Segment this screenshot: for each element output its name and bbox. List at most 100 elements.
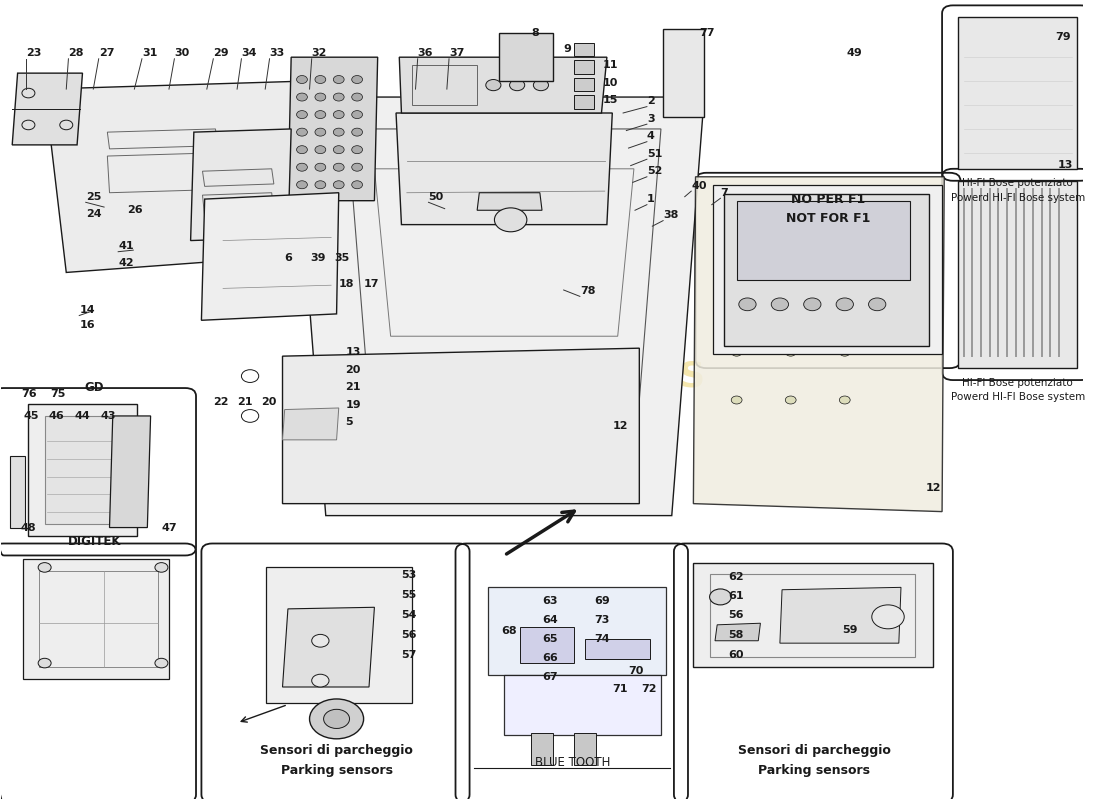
Text: 31: 31 [142, 48, 157, 58]
Polygon shape [396, 113, 613, 225]
Text: 74: 74 [594, 634, 609, 644]
Circle shape [315, 163, 326, 171]
Polygon shape [585, 639, 650, 659]
Text: 4: 4 [647, 131, 654, 141]
Text: 61: 61 [728, 591, 744, 601]
Text: Powerd HI-FI Bose system: Powerd HI-FI Bose system [950, 392, 1085, 402]
Circle shape [352, 163, 363, 171]
Text: 9: 9 [563, 44, 572, 54]
Text: Sensori di parcheggio: Sensori di parcheggio [738, 744, 891, 758]
Circle shape [297, 146, 307, 154]
Text: © ODIGITEK S
Parts
since 1984: © ODIGITEK S Parts since 1984 [422, 359, 705, 472]
Text: 14: 14 [79, 305, 95, 315]
Circle shape [155, 658, 168, 668]
Text: 17: 17 [364, 279, 380, 290]
Circle shape [771, 298, 789, 310]
Circle shape [872, 605, 904, 629]
Text: 23: 23 [26, 48, 42, 58]
Polygon shape [283, 408, 339, 440]
Text: Powerd HI-FI Bose system: Powerd HI-FI Bose system [950, 193, 1085, 202]
Circle shape [732, 396, 742, 404]
Text: 24: 24 [86, 210, 101, 219]
Polygon shape [29, 404, 136, 535]
Text: 15: 15 [603, 95, 618, 106]
Polygon shape [266, 567, 412, 703]
Circle shape [39, 562, 51, 572]
Text: 44: 44 [75, 411, 90, 421]
Polygon shape [283, 607, 374, 687]
Text: 19: 19 [345, 400, 361, 410]
Circle shape [297, 110, 307, 118]
Text: 41: 41 [118, 241, 134, 251]
Circle shape [297, 128, 307, 136]
Polygon shape [399, 57, 607, 113]
Text: 68: 68 [500, 626, 517, 636]
Polygon shape [23, 559, 169, 679]
Polygon shape [520, 627, 574, 663]
Text: 8: 8 [531, 28, 539, 38]
Circle shape [323, 710, 350, 729]
Circle shape [739, 298, 756, 310]
Circle shape [333, 110, 344, 118]
Polygon shape [45, 81, 304, 273]
Text: 3: 3 [647, 114, 654, 123]
Text: 27: 27 [99, 48, 114, 58]
Circle shape [311, 634, 329, 647]
Polygon shape [488, 587, 667, 675]
Circle shape [155, 562, 168, 572]
Text: 40: 40 [691, 182, 706, 191]
Polygon shape [574, 95, 594, 109]
Text: 42: 42 [118, 258, 134, 268]
Text: 64: 64 [542, 615, 558, 625]
Circle shape [352, 181, 363, 189]
Circle shape [710, 589, 732, 605]
Text: 10: 10 [603, 78, 618, 88]
Text: HI-FI Bose potenziato: HI-FI Bose potenziato [962, 178, 1074, 188]
Text: 62: 62 [728, 572, 744, 582]
Polygon shape [498, 34, 553, 81]
Circle shape [297, 181, 307, 189]
Polygon shape [504, 675, 661, 735]
Circle shape [785, 396, 796, 404]
Polygon shape [288, 57, 377, 201]
Circle shape [869, 298, 886, 310]
Text: 36: 36 [418, 48, 433, 58]
Polygon shape [477, 193, 542, 210]
Circle shape [509, 79, 525, 90]
Circle shape [732, 300, 742, 308]
Polygon shape [693, 177, 944, 512]
Text: 39: 39 [310, 253, 326, 263]
Text: 63: 63 [542, 596, 558, 606]
Text: 34: 34 [241, 48, 257, 58]
Circle shape [39, 658, 51, 668]
Circle shape [333, 181, 344, 189]
Text: 73: 73 [594, 615, 609, 625]
Text: 37: 37 [449, 48, 464, 58]
Text: 20: 20 [345, 365, 361, 374]
Text: NO PER F1: NO PER F1 [791, 193, 866, 206]
Circle shape [732, 253, 742, 261]
Polygon shape [958, 181, 1077, 368]
Text: 75: 75 [50, 389, 65, 398]
Text: 22: 22 [213, 397, 229, 406]
Polygon shape [715, 623, 760, 641]
Text: 53: 53 [402, 570, 417, 580]
Text: 21: 21 [345, 382, 361, 392]
Text: 12: 12 [926, 482, 942, 493]
Polygon shape [574, 43, 594, 56]
Circle shape [804, 298, 821, 310]
Circle shape [352, 128, 363, 136]
Text: 50: 50 [429, 192, 443, 202]
Text: 59: 59 [843, 625, 858, 634]
Polygon shape [531, 734, 553, 765]
Text: 47: 47 [162, 522, 177, 533]
Text: 55: 55 [402, 590, 417, 600]
Text: 66: 66 [542, 654, 558, 663]
Text: 6: 6 [285, 253, 293, 263]
Text: 67: 67 [542, 673, 558, 682]
Circle shape [333, 93, 344, 101]
Polygon shape [294, 97, 704, 515]
Polygon shape [693, 563, 934, 667]
Circle shape [352, 93, 363, 101]
Text: Sensori di parcheggio: Sensori di parcheggio [260, 744, 412, 758]
